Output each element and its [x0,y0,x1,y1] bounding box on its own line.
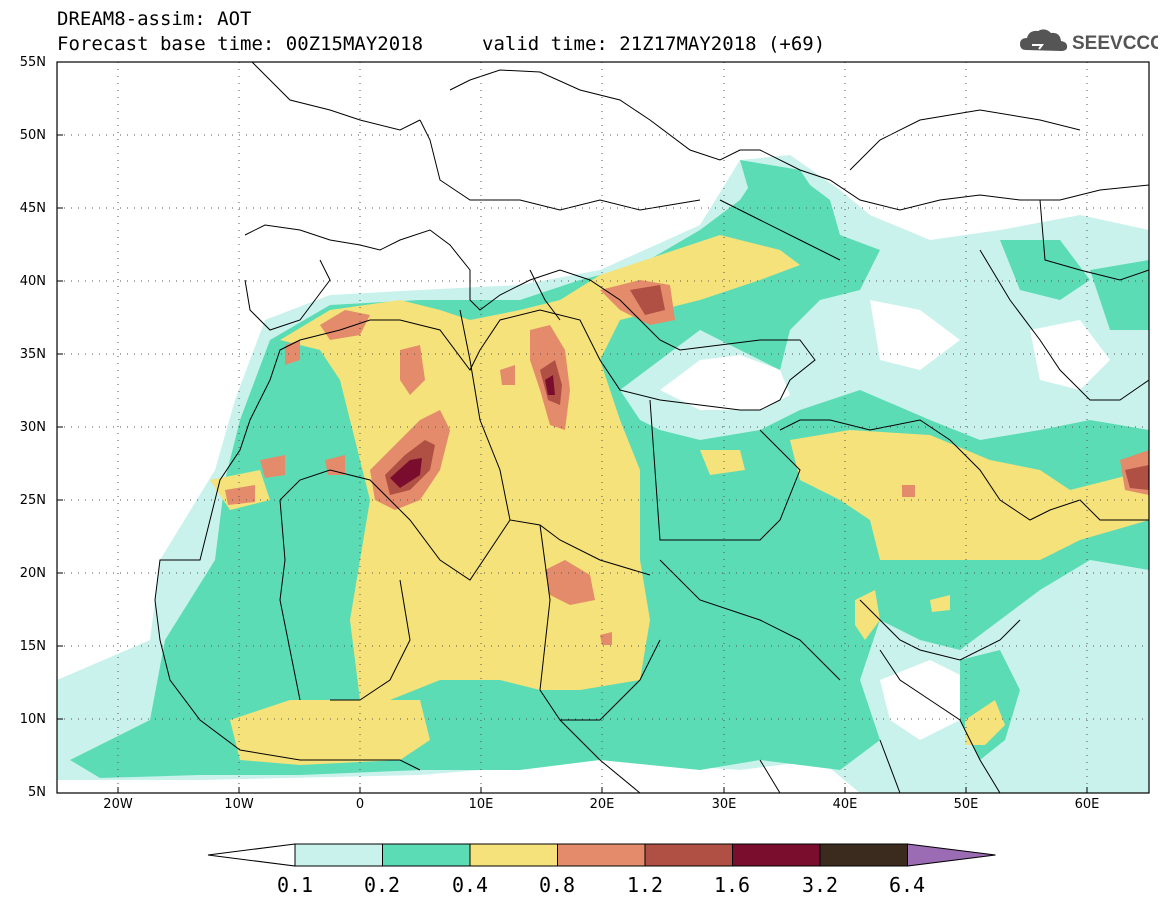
lat-label-10n: 10N [19,712,46,727]
axis-ticks [57,61,1088,793]
colorbar-segment [644,843,733,867]
colorbar-overflow [907,843,996,867]
lat-label-55n: 55N [19,55,46,70]
aot-field [57,62,1149,793]
lat-label-35n: 35N [19,347,46,362]
colorbar-label: 0.4 [451,873,489,897]
lon-label-20w: 20W [103,797,133,812]
lat-label-40n: 40N [19,274,46,289]
map-grid [57,62,1149,793]
aot-level-1-6 [390,375,555,488]
forecast-base-time: Forecast base time: 00Z15MAY2018 [57,33,424,55]
colorbar-label: 1.6 [713,873,751,897]
lat-label-45n: 45N [19,201,46,216]
colorbar-segment [469,843,558,867]
lon-label-20e: 20E [589,797,615,812]
lon-label-50e: 50E [953,797,979,812]
lon-label-60e: 60E [1074,797,1100,812]
colorbar-underflow [207,843,296,867]
colorbar-label: 6.4 [888,873,926,897]
lat-label-30n: 30N [19,420,46,435]
colorbar-label: 0.1 [276,873,314,897]
logo-text: SEEVCCC [1072,33,1158,54]
colorbar [207,843,996,867]
colorbar-label: 0.2 [363,873,401,897]
lat-label-25n: 25N [19,493,46,508]
map-title: DREAM8-assim: AOT [57,8,252,30]
colorbar-label: 1.2 [626,873,664,897]
colorbar-segment [382,843,471,867]
cloud-icon: SEEVCCC [1020,29,1164,54]
colorbar-segment [294,843,383,867]
colorbar-segment [819,843,908,867]
lon-label-30e: 30E [711,797,737,812]
colorbar-segment [732,843,821,867]
lat-label-20n: 20N [19,566,46,581]
lon-label-40e: 40E [832,797,858,812]
clear-areas [57,300,1110,793]
lat-label-50n: 50N [19,128,46,143]
lon-label-10w: 10W [224,797,254,812]
colorbar-label: 0.8 [538,873,576,897]
coastlines [154,62,1149,793]
lat-label-15n: 15N [19,639,46,654]
lat-label-5n: 5N [28,785,46,800]
seevccc-logo: SEEVCCC [1018,24,1164,58]
lon-label-10e: 10E [468,797,494,812]
colorbar-label: 3.2 [801,873,839,897]
lon-label-0: 0 [355,797,365,812]
colorbar-segment [557,843,646,867]
valid-time: valid time: 21Z17MAY2018 (+69) [482,33,826,55]
